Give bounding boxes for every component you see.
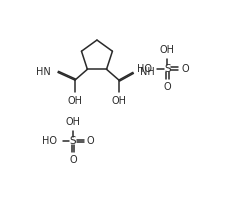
Text: OH: OH: [65, 117, 80, 127]
Text: HN: HN: [36, 67, 51, 77]
Text: OH: OH: [111, 96, 126, 106]
Text: NH: NH: [139, 67, 154, 77]
Text: HO: HO: [42, 136, 57, 146]
Text: S: S: [69, 136, 76, 146]
Text: O: O: [163, 82, 171, 92]
Text: O: O: [69, 155, 76, 165]
Text: O: O: [181, 63, 188, 74]
Text: O: O: [87, 136, 94, 146]
Text: S: S: [164, 63, 170, 74]
Text: OH: OH: [67, 96, 82, 106]
Text: HO: HO: [136, 63, 151, 74]
Text: OH: OH: [159, 45, 174, 55]
